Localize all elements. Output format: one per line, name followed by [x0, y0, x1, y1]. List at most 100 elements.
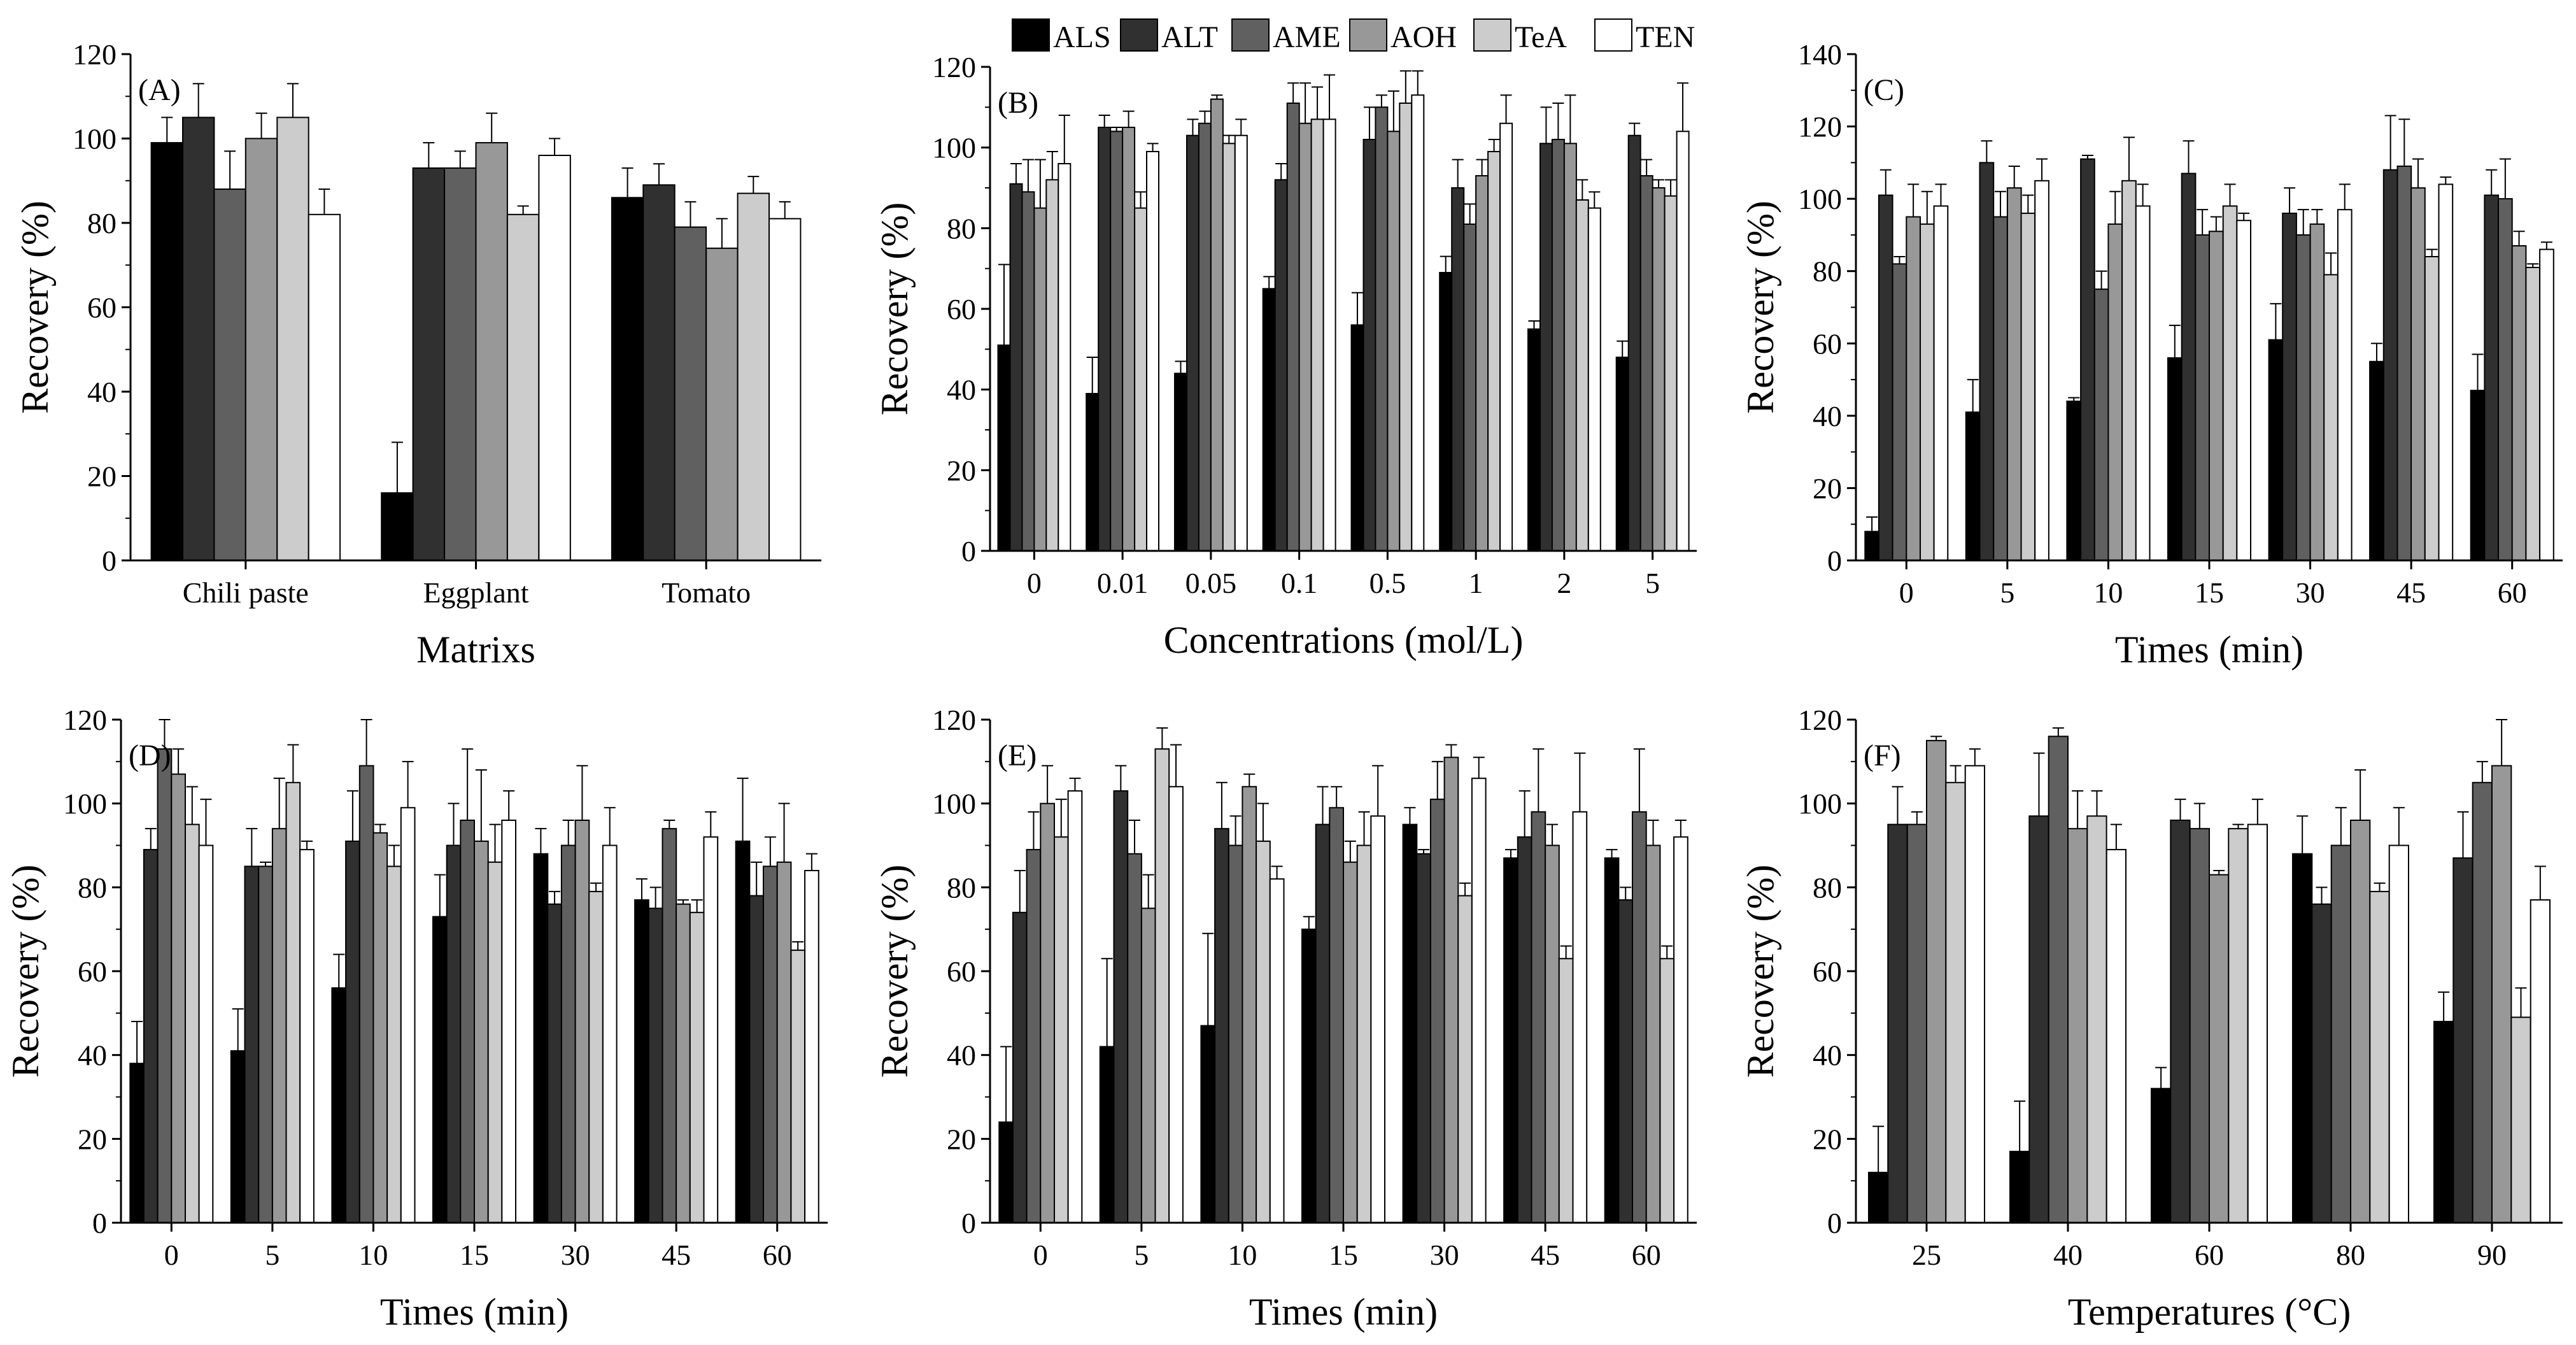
bar-TeA-2 [2121, 180, 2137, 562]
y-axis-title: Recovery (%) [874, 865, 916, 1078]
bar-AME-4 [1375, 106, 1389, 552]
bar-TeA-0 [276, 117, 309, 561]
chart-panel-d: 0 20 40 60 80 100 120 0 5 10 15 30 45 60 Times (min) Re… [4, 704, 828, 1333]
bar-TEN-0 [308, 213, 341, 562]
bar-AME-3 [2195, 234, 2211, 561]
x-tick-label: 1 [1469, 567, 1483, 599]
bar-ALT-1 [1979, 162, 1995, 561]
bar-AOH-1 [2006, 187, 2022, 562]
legend-label: AME [1273, 20, 1341, 54]
bar-TeA-2 [2228, 828, 2249, 1223]
bar-ALT-6 [1618, 899, 1634, 1223]
x-tick-label: 0.5 [1369, 567, 1406, 599]
bar-AME-0 [157, 748, 173, 1223]
legend-label: ALS [1053, 20, 1111, 54]
y-tick-label: 40 [87, 376, 117, 408]
bar-TEN-1 [2034, 180, 2049, 562]
x-tick-label: 30 [2296, 576, 2325, 609]
legend-swatch [1473, 18, 1511, 52]
y-axis-title: Recovery (%) [4, 865, 46, 1078]
x-tick-label: 0 [1033, 1239, 1048, 1271]
bar-TeA-3 [2222, 205, 2238, 561]
bar-ALS-1 [381, 492, 414, 561]
y-axis-title: Recovery (%) [14, 201, 56, 414]
bar-ALS-2 [331, 987, 347, 1224]
bar-ALS-0 [129, 1062, 145, 1224]
x-tick-label: 90 [2477, 1239, 2507, 1271]
bars [150, 83, 802, 562]
bar-ALT-0 [182, 117, 215, 561]
chart-panel-f: 0 20 40 60 80 100 120 25 40 60 80 90 Temperatures (°… [1739, 704, 2563, 1333]
x-tick-label: 25 [1912, 1239, 1941, 1271]
y-tick-label: 80 [947, 871, 976, 904]
bar-AME-0 [1906, 823, 1927, 1223]
bar-AOH-0 [171, 773, 186, 1223]
bar-TeA-1 [1134, 207, 1148, 552]
x-axis-title: Temperatures (°C) [2068, 1291, 2351, 1333]
bar-AOH-5 [1545, 844, 1560, 1223]
bar-AOH-2 [1210, 98, 1224, 552]
bar-AOH-4 [2491, 765, 2512, 1223]
bar-TeA-6 [2525, 267, 2541, 561]
x-tick-label: 30 [561, 1239, 590, 1271]
bar-ALS-4 [2268, 339, 2284, 561]
y-tick-label: 0 [1827, 544, 1842, 577]
y-tick-label: 120 [932, 51, 976, 83]
bar-ALS-7 [1615, 357, 1629, 552]
x-tick-label: 60 [1632, 1239, 1661, 1271]
bar-TeA-3 [487, 861, 503, 1224]
bar-ALS-1 [1086, 393, 1100, 552]
legend-item-TeA: TeA [1473, 18, 1567, 54]
chart-panel-e: 0 20 40 60 80 100 120 0 5 10 15 30 45 60 Times (min) Re… [874, 704, 1697, 1333]
panel-label: (B) [998, 86, 1038, 120]
x-axis-title: Times (min) [380, 1291, 569, 1333]
x-tick-label: 30 [1430, 1239, 1459, 1271]
bar-TeA-3 [1310, 118, 1324, 552]
bar-AOH-1 [1140, 907, 1156, 1224]
bar-ALT-5 [1517, 836, 1532, 1224]
bar-TeA-2 [737, 192, 770, 562]
x-tick-label: 2 [1557, 567, 1571, 599]
bar-ALT-4 [1416, 853, 1431, 1223]
bar-AOH-3 [2209, 231, 2224, 562]
bar-ALS-3 [2292, 853, 2313, 1223]
bar-TEN-3 [2236, 220, 2252, 561]
bar-ALT-4 [1362, 139, 1376, 552]
bar-ALS-6 [1527, 328, 1541, 552]
bar-TeA-4 [2510, 1016, 2531, 1224]
bar-ALS-3 [432, 916, 448, 1224]
bar-ALT-3 [2181, 173, 2197, 561]
bar-AOH-3 [1343, 861, 1358, 1224]
x-tick-label: 10 [358, 1239, 388, 1271]
bar-TeA-4 [2323, 274, 2339, 561]
bar-AME-6 [1551, 139, 1565, 552]
bar-ALT-2 [2170, 820, 2191, 1223]
y-tick-label: 60 [87, 292, 117, 324]
y-tick-label: 100 [73, 123, 117, 155]
bar-AOH-2 [372, 832, 388, 1224]
bar-AOH-4 [1387, 131, 1401, 552]
bar-TEN-2 [2247, 823, 2268, 1223]
bar-TeA-3 [1356, 844, 1372, 1223]
x-axis-title: Concentrations (mol/L) [1164, 619, 1524, 661]
y-tick-label: 40 [947, 1039, 976, 1072]
bar-AOH-1 [271, 828, 287, 1223]
bar-ALT-2 [1186, 134, 1200, 552]
bar-TEN-3 [501, 820, 516, 1223]
bar-AME-2 [2093, 288, 2109, 561]
bar-TEN-1 [299, 849, 315, 1223]
bar-ALT-3 [446, 844, 462, 1223]
bar-ALT-2 [1214, 828, 1229, 1223]
bar-ALT-6 [1539, 143, 1553, 552]
y-tick-label: 100 [932, 788, 976, 820]
y-tick-label: 0 [961, 535, 976, 567]
bar-TeA-7 [1664, 195, 1678, 552]
y-tick-label: 100 [1798, 183, 1842, 215]
bar-TEN-0 [1964, 765, 1985, 1223]
bar-ALS-0 [150, 142, 184, 562]
bar-TeA-3 [2369, 890, 2390, 1223]
bar-TEN-5 [2438, 183, 2454, 561]
bar-TeA-2 [386, 865, 402, 1223]
x-tick-label: Chili paste [183, 576, 309, 609]
bar-ALS-0 [997, 345, 1011, 552]
